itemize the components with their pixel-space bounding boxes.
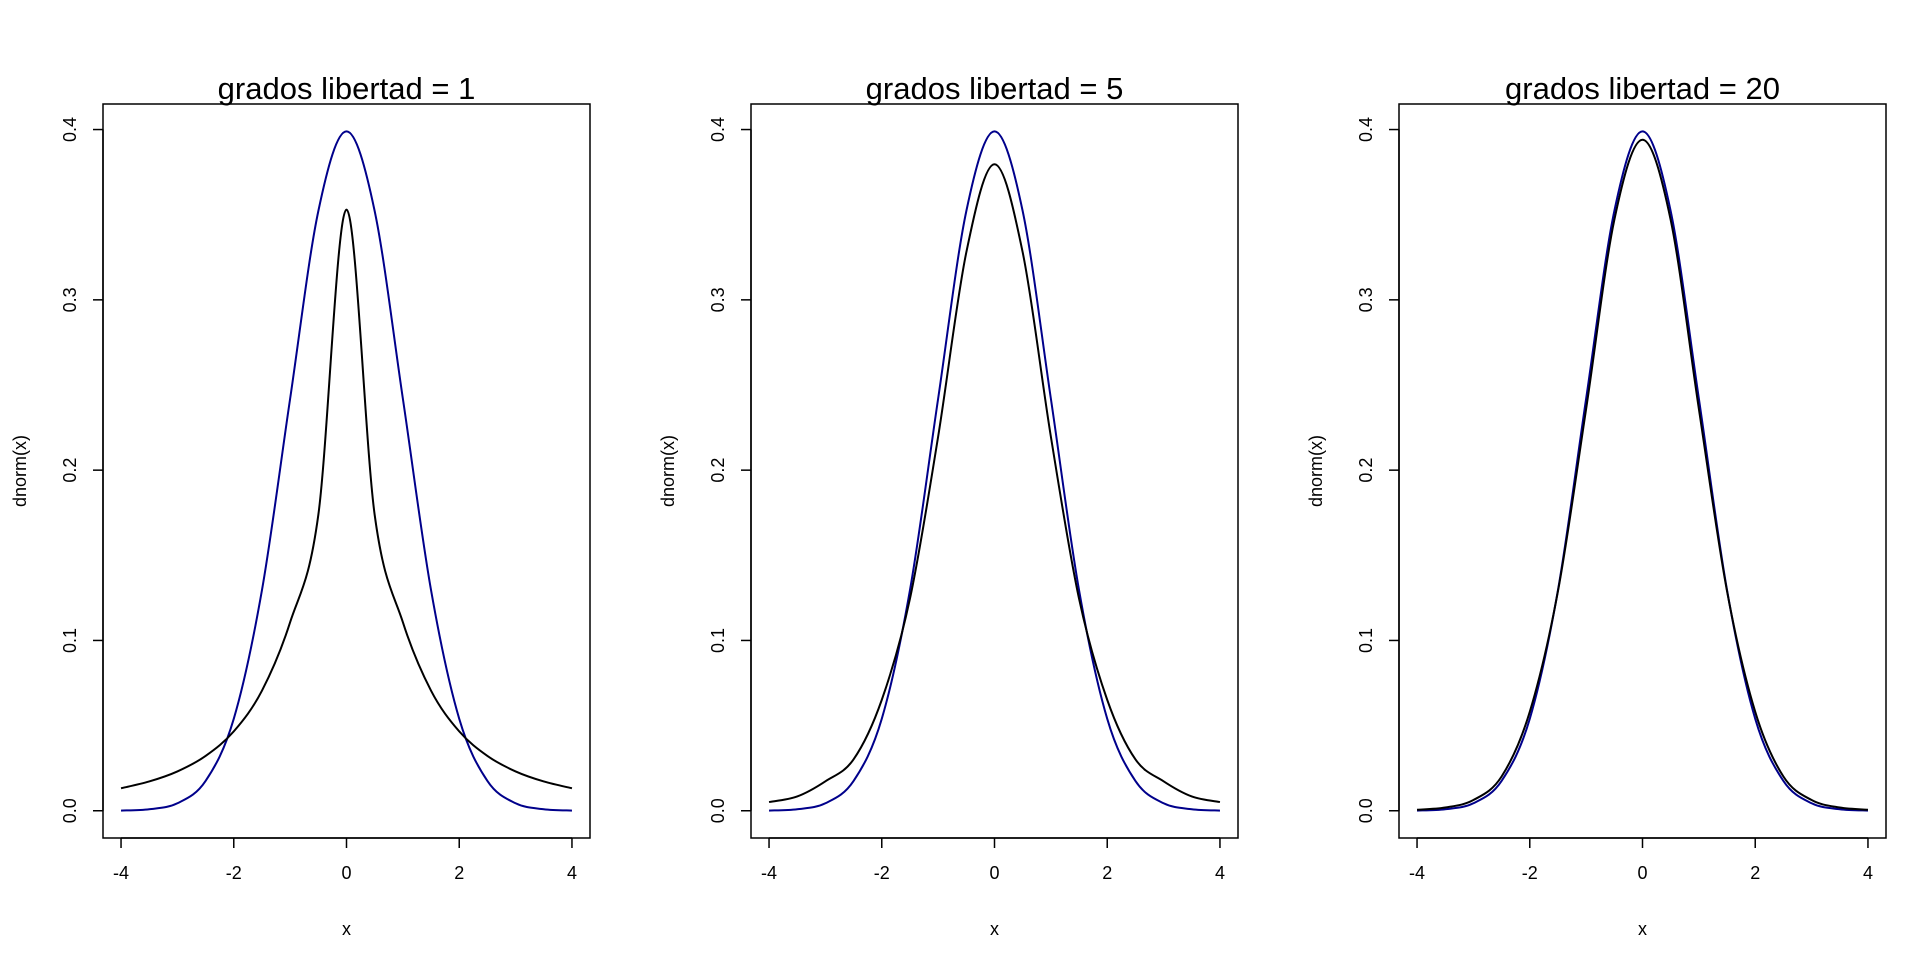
x-tick-label: -4 <box>761 863 777 883</box>
chart-panel-3: grados libertad = 20 x dnorm(x) -4 -2 0 2 4 0… <box>1306 71 1887 939</box>
x-axis-label: x <box>1638 919 1647 939</box>
chart-title: grados libertad = 1 <box>218 71 476 106</box>
axis-ticks: -4 -2 0 2 4 0.0 0.1 0.2 0.3 0.4 <box>1356 117 1873 883</box>
axis-ticks: -4 -2 0 2 4 0.0 0.1 0.2 0.3 0.4 <box>708 117 1225 883</box>
y-tick-label: 0.2 <box>708 458 728 483</box>
chart-panel-2: grados libertad = 5 x dnorm(x) -4 -2 0 2 4 0.… <box>658 71 1239 939</box>
y-tick-label: 0.0 <box>708 798 728 823</box>
x-tick-label: 4 <box>567 863 577 883</box>
y-tick-label: 0.2 <box>60 458 80 483</box>
axis-ticks: -4 -2 0 2 4 0.0 0.1 0.2 0.3 0.4 <box>60 117 577 883</box>
y-tick-label: 0.4 <box>60 117 80 142</box>
plot-frame <box>102 103 591 839</box>
x-tick-label: 2 <box>1102 863 1112 883</box>
x-tick-label: 4 <box>1863 863 1873 883</box>
normal-density-line <box>1416 130 1869 812</box>
chart-title: grados libertad = 5 <box>866 71 1124 106</box>
y-tick-label: 0.1 <box>1356 628 1376 653</box>
x-tick-label: 0 <box>341 863 351 883</box>
x-tick-label: -4 <box>1409 863 1425 883</box>
y-tick-label: 0.1 <box>708 628 728 653</box>
y-tick-label: 0.4 <box>708 117 728 142</box>
x-tick-label: 2 <box>454 863 464 883</box>
normal-density-line <box>768 130 1221 812</box>
x-axis-label: x <box>990 919 999 939</box>
y-tick-label: 0.3 <box>1356 287 1376 312</box>
chart-title: grados libertad = 20 <box>1505 71 1780 106</box>
t-density-line <box>768 163 1221 804</box>
x-tick-label: -4 <box>113 863 129 883</box>
y-axis-label: dnorm(x) <box>10 435 30 507</box>
x-tick-label: -2 <box>226 863 242 883</box>
x-tick-label: -2 <box>1522 863 1538 883</box>
chart-panel-1: grados libertad = 1 x dnorm(x) -4 -2 0 2 4 0.… <box>10 71 591 939</box>
x-tick-label: 0 <box>989 863 999 883</box>
x-tick-label: -2 <box>874 863 890 883</box>
x-axis-label: x <box>342 919 351 939</box>
y-axis-label: dnorm(x) <box>1306 435 1326 507</box>
y-tick-label: 0.0 <box>1356 798 1376 823</box>
series-lines <box>120 130 573 812</box>
y-tick-label: 0.1 <box>60 628 80 653</box>
plot-frame <box>1398 103 1887 839</box>
x-tick-label: 0 <box>1637 863 1647 883</box>
y-tick-label: 0.3 <box>708 287 728 312</box>
plot-frame <box>750 103 1239 839</box>
t-density-line <box>120 208 573 790</box>
x-tick-label: 4 <box>1215 863 1225 883</box>
y-tick-label: 0.3 <box>60 287 80 312</box>
y-axis-label: dnorm(x) <box>658 435 678 507</box>
normal-density-line <box>120 130 573 812</box>
t-density-line <box>1416 138 1869 811</box>
y-tick-label: 0.4 <box>1356 117 1376 142</box>
y-tick-label: 0.2 <box>1356 458 1376 483</box>
series-lines <box>768 130 1221 812</box>
series-lines <box>1416 130 1869 812</box>
x-tick-label: 2 <box>1750 863 1760 883</box>
y-tick-label: 0.0 <box>60 798 80 823</box>
